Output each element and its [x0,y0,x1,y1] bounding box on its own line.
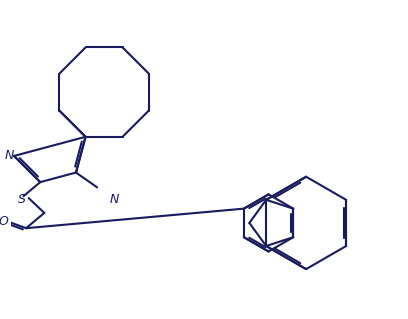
Text: N: N [109,193,119,206]
Text: N: N [4,149,13,162]
Text: S: S [18,193,25,206]
Text: O: O [0,215,9,228]
